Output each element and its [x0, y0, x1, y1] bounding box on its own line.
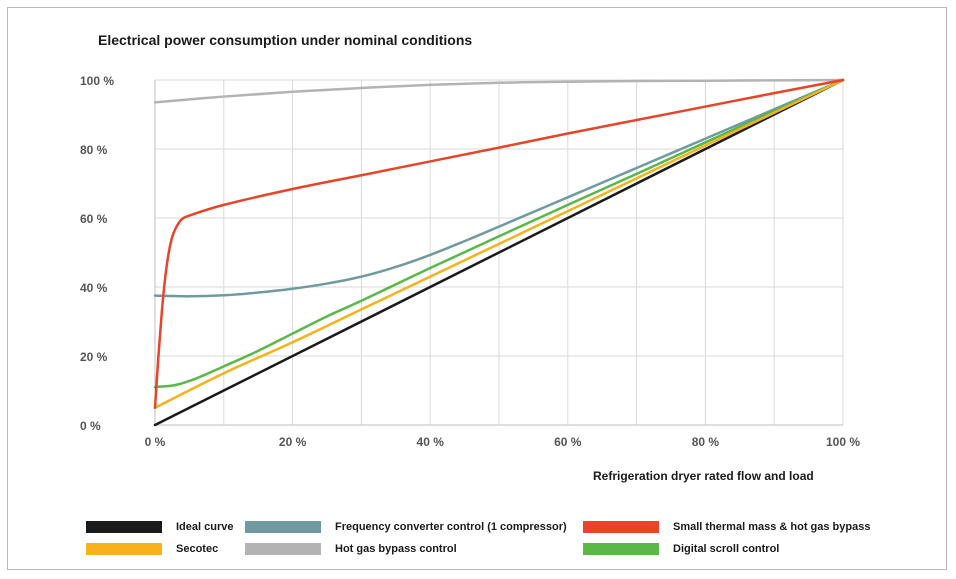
legend-item-ideal-curve: Ideal curve: [86, 519, 233, 535]
y-tick-label: 0 %: [80, 419, 101, 433]
y-tick-label: 60 %: [80, 212, 108, 226]
y-tick-label: 20 %: [80, 350, 108, 364]
legend-swatch: [86, 521, 162, 533]
legend-label: Ideal curve: [176, 521, 234, 533]
legend-item-hot-gas-bypass: Hot gas bypass control: [245, 541, 457, 557]
legend-label: Digital scroll control: [673, 543, 780, 555]
x-tick-label: 100 %: [826, 435, 860, 449]
legend-item-secotec: Secotec: [86, 541, 218, 557]
legend-swatch: [583, 543, 659, 555]
chart-title: Electrical power consumption under nomin…: [98, 32, 473, 48]
x-tick-label: 0 %: [145, 435, 166, 449]
legend: Ideal curve Frequency converter control …: [86, 519, 926, 565]
legend-label: Secotec: [176, 543, 219, 555]
x-axis-label: Refrigeration dryer rated flow and load: [593, 469, 814, 483]
legend-item-small-thermal-mass: Small thermal mass & hot gas bypass: [583, 519, 870, 535]
series-line: [153, 78, 845, 104]
legend-swatch: [245, 521, 321, 533]
series-line: [153, 78, 845, 427]
series-line: [153, 78, 845, 298]
y-tick-label: 80 %: [80, 143, 108, 157]
y-tick-label: 40 %: [80, 281, 108, 295]
legend-item-digital-scroll: Digital scroll control: [583, 541, 779, 557]
legend-swatch: [86, 543, 162, 555]
legend-swatch: [245, 543, 321, 555]
x-tick-label: 80 %: [692, 435, 720, 449]
legend-label: Frequency converter control (1 compresso…: [335, 521, 567, 533]
legend-item-frequency-converter: Frequency converter control (1 compresso…: [245, 519, 567, 535]
series-line: [153, 78, 845, 409]
x-tick-label: 40 %: [417, 435, 445, 449]
series-line: [153, 78, 845, 389]
series-line: [153, 78, 845, 409]
legend-swatch: [583, 521, 659, 533]
x-tick-label: 20 %: [279, 435, 307, 449]
legend-label: Small thermal mass & hot gas bypass: [673, 521, 871, 533]
x-tick-label: 60 %: [554, 435, 582, 449]
legend-label: Hot gas bypass control: [335, 543, 457, 555]
y-tick-label: 100 %: [80, 74, 114, 88]
